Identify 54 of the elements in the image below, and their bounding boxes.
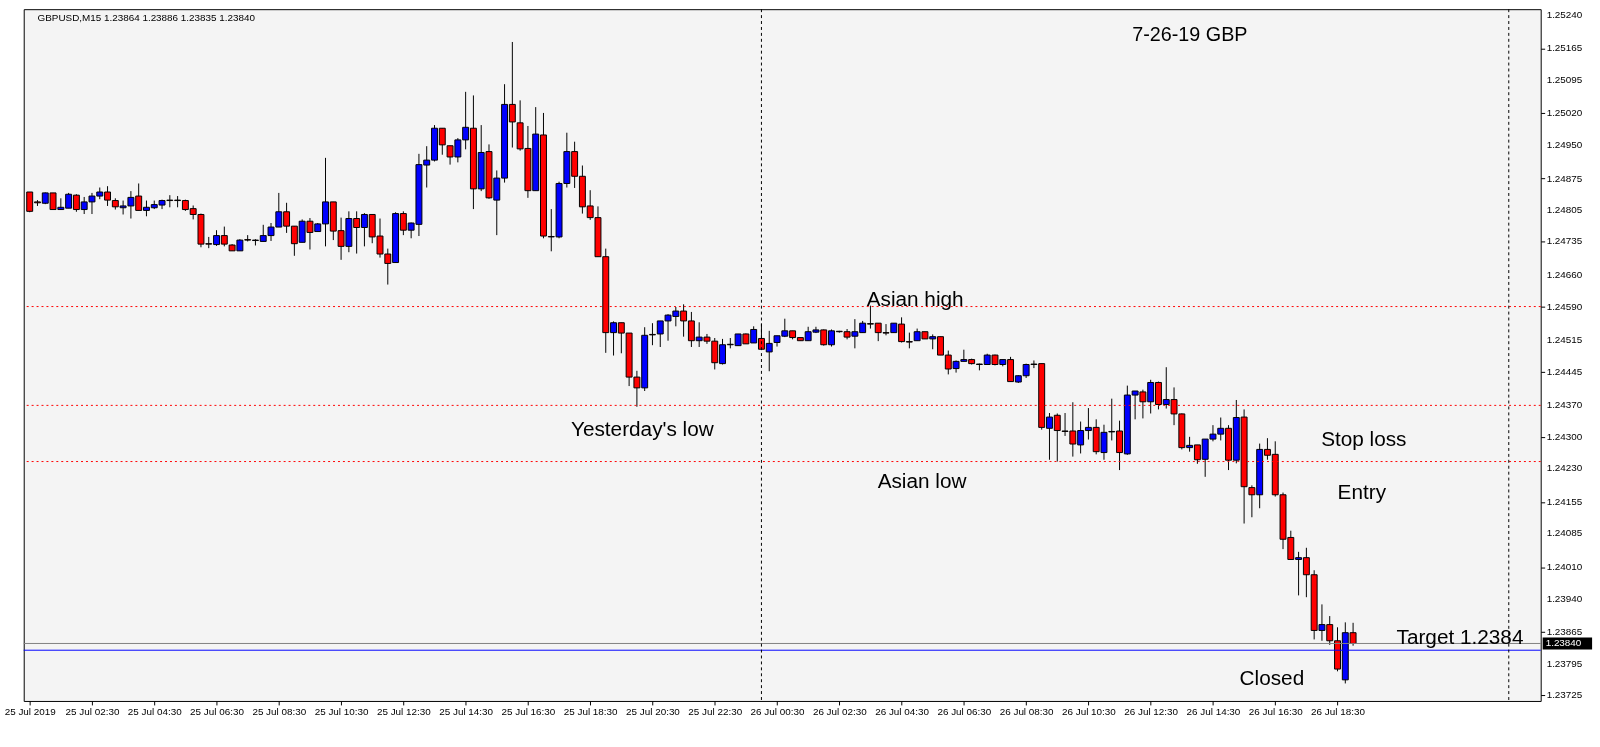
x-tick-label: 26 Jul 02:30 [812, 706, 868, 718]
annotation: Entry [1337, 480, 1387, 504]
y-tick-label: 1.24010 [1546, 561, 1583, 573]
y-tick-label: 1.24370 [1546, 399, 1583, 411]
annotation: Yesterday's low [570, 417, 715, 441]
y-tick-label: 1.23865 [1546, 626, 1583, 638]
x-tick-label: 25 Jul 18:30 [563, 706, 619, 718]
x-tick-label: 25 Jul 06:30 [190, 706, 245, 718]
annotation: Asian high [866, 286, 964, 310]
x-tick-label: 25 Jul 12:30 [376, 706, 432, 718]
y-tick-label: 1.24445 [1546, 365, 1583, 377]
x-tick-label: 26 Jul 12:30 [1124, 706, 1179, 718]
chart-title: GBPUSD,M15 1.23864 1.23886 1.23835 1.23840 [37, 12, 256, 24]
ref-line-label: 1.23840 [1545, 637, 1582, 649]
y-tick-label: 1.23940 [1546, 592, 1583, 604]
x-tick-label: 25 Jul 08:30 [252, 706, 307, 718]
x-tick-label: 26 Jul 16:30 [1248, 706, 1304, 718]
annotation: Target 1.2384 [1396, 625, 1524, 649]
y-tick-label: 1.24660 [1546, 269, 1583, 281]
x-tick-label: 26 Jul 06:30 [937, 706, 992, 718]
y-tick-label: 1.24950 [1546, 138, 1583, 150]
x-tick-label: 26 Jul 18:30 [1311, 706, 1366, 718]
y-tick-label: 1.24155 [1546, 495, 1583, 507]
x-tick-label: 26 Jul 10:30 [1061, 706, 1117, 718]
y-tick-label: 1.24735 [1546, 235, 1583, 247]
y-tick-label: 1.25165 [1546, 42, 1583, 54]
y-tick-label: 1.24515 [1546, 334, 1583, 346]
y-tick-label: 1.25240 [1546, 8, 1583, 20]
x-tick-label: 25 Jul 04:30 [127, 706, 183, 718]
annotation: Closed [1239, 666, 1305, 690]
y-tick-label: 1.25020 [1546, 107, 1583, 119]
y-tick-label: 1.24875 [1546, 172, 1583, 184]
y-tick-label: 1.24085 [1546, 527, 1583, 539]
x-tick-label: 25 Jul 2019 [4, 706, 57, 718]
x-tick-label: 25 Jul 10:30 [314, 706, 369, 718]
y-tick-label: 1.23795 [1546, 657, 1583, 669]
annotation: Asian low [877, 469, 968, 493]
annotation: Stop loss [1321, 427, 1407, 450]
x-tick-label: 25 Jul 20:30 [626, 706, 681, 718]
y-tick-label: 1.23725 [1546, 689, 1583, 701]
x-tick-label: 25 Jul 22:30 [688, 706, 743, 718]
x-tick-label: 26 Jul 04:30 [875, 706, 930, 718]
y-tick-label: 1.24230 [1546, 462, 1583, 474]
x-tick-label: 25 Jul 14:30 [439, 706, 494, 718]
y-tick-label: 1.24805 [1546, 203, 1583, 215]
x-tick-label: 25 Jul 02:30 [65, 706, 120, 718]
y-tick-label: 1.25095 [1546, 73, 1583, 85]
y-tick-label: 1.24300 [1546, 430, 1583, 442]
text: 7-26-19 GBP [1132, 22, 1248, 45]
x-tick-label: 26 Jul 08:30 [999, 706, 1055, 718]
x-tick-label: 26 Jul 00:30 [750, 706, 805, 718]
x-tick-label: 26 Jul 14:30 [1186, 706, 1241, 718]
y-tick-label: 1.24590 [1546, 300, 1583, 312]
x-tick-label: 25 Jul 16:30 [501, 706, 556, 718]
